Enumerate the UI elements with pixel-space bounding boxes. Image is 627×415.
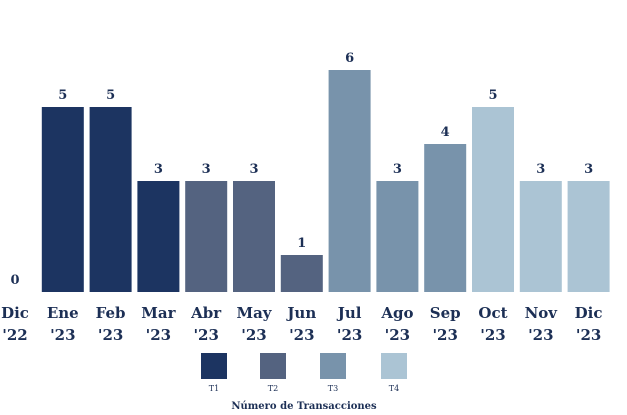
legend-label: T4 <box>389 384 399 393</box>
x-tick-label-year: '23 <box>480 326 505 344</box>
bars-group <box>41 70 610 292</box>
data-label: 5 <box>58 88 67 103</box>
data-label: 3 <box>202 162 211 177</box>
data-label: 5 <box>488 88 497 103</box>
bar <box>41 107 84 292</box>
x-tick-label-month: May <box>236 304 272 322</box>
legend-label: T3 <box>328 384 338 393</box>
bar <box>89 107 132 292</box>
x-tick-label-month: Ago <box>380 304 413 322</box>
bar <box>233 181 275 292</box>
x-tick-label-year: '23 <box>50 326 75 344</box>
data-label: 6 <box>345 51 354 66</box>
legend-title: Número de Transacciones <box>231 401 377 412</box>
x-tick-label-month: Dic <box>575 304 603 322</box>
legend-swatch <box>381 353 407 379</box>
value-labels-group: 0 5 5 3 3 3 1 6 3 4 5 3 3 <box>10 51 593 288</box>
bar <box>328 70 371 292</box>
data-label: 5 <box>106 88 115 103</box>
bar <box>519 181 562 292</box>
data-label: 4 <box>441 125 450 140</box>
legend-swatch <box>201 353 227 379</box>
data-label: 1 <box>297 236 306 251</box>
data-label: 3 <box>584 162 593 177</box>
x-tick-label-year: '23 <box>576 326 601 344</box>
x-tick-label-year: '23 <box>146 326 171 344</box>
bar <box>567 181 610 292</box>
data-label: 3 <box>393 162 402 177</box>
x-tick-label-month: Feb <box>96 304 126 322</box>
bar <box>280 255 323 292</box>
bar <box>424 144 467 292</box>
x-tick-label-year: '23 <box>385 326 410 344</box>
bar <box>137 181 180 292</box>
legend-label: T1 <box>209 384 219 393</box>
x-tick-label-month: Dic <box>1 304 29 322</box>
x-tick-label-month: Jun <box>285 304 316 322</box>
bar <box>185 181 228 292</box>
x-tick-label-year: '23 <box>528 326 553 344</box>
legend-swatch <box>320 353 346 379</box>
data-label: 3 <box>154 162 163 177</box>
legend-swatch <box>260 353 286 379</box>
x-tick-label-year: '23 <box>337 326 362 344</box>
x-tick-label-year: '23 <box>432 326 457 344</box>
x-tick-label-year: '23 <box>98 326 123 344</box>
data-label: 0 <box>10 273 19 288</box>
x-tick-label-month: Sep <box>430 304 461 322</box>
data-label: 3 <box>536 162 545 177</box>
x-tick-label-month: Mar <box>141 304 176 322</box>
x-tick-label-year: '23 <box>289 326 314 344</box>
x-tick-label-year: '22 <box>2 326 27 344</box>
x-tick-label-month: Nov <box>525 304 559 322</box>
legend-label: T2 <box>268 384 278 393</box>
x-tick-label-year: '23 <box>193 326 218 344</box>
x-tick-label-month: Jul <box>336 304 362 322</box>
x-tick-label-year: '23 <box>241 326 266 344</box>
x-tick-labels-group: Dic '22 Ene '23 Feb '23 Mar '23 Abr '23 May '23 Jun '… <box>1 304 602 344</box>
data-label: 3 <box>249 162 258 177</box>
x-tick-label-month: Oct <box>478 304 507 322</box>
x-tick-label-month: Ene <box>47 304 79 322</box>
bar <box>472 107 514 292</box>
x-tick-label-month: Abr <box>190 304 222 322</box>
bar <box>376 181 419 292</box>
legend: T1 T2 T3 T4 <box>201 353 407 393</box>
